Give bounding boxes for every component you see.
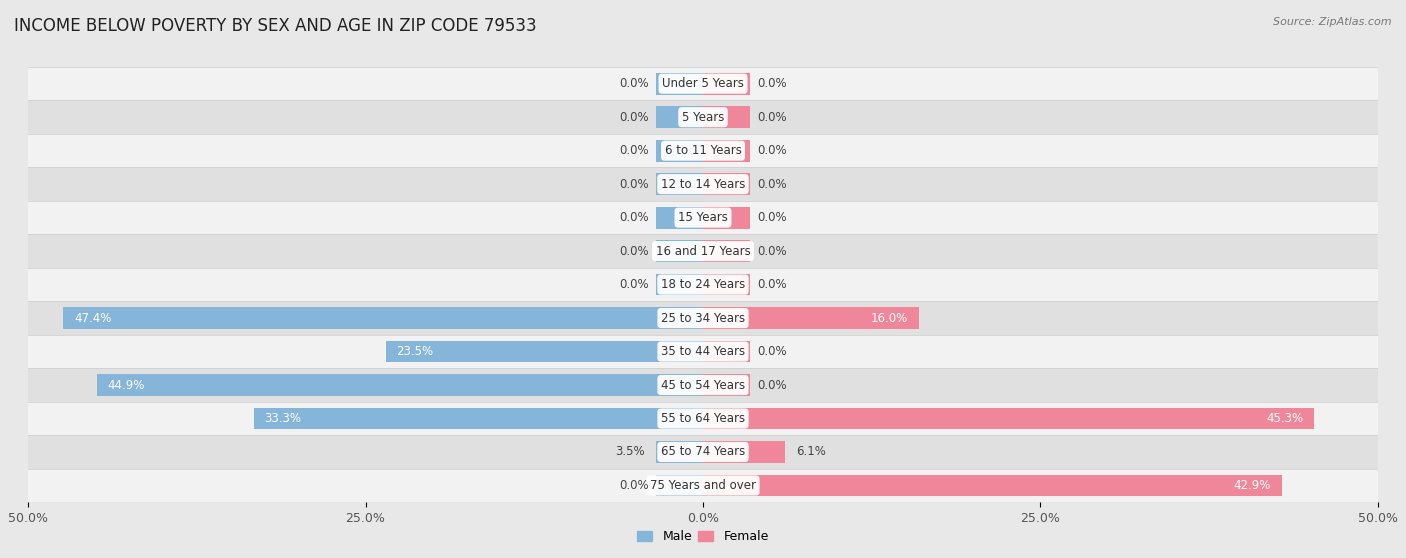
Text: 44.9%: 44.9% xyxy=(108,378,145,392)
Bar xyxy=(28,134,1378,167)
Text: 18 to 24 Years: 18 to 24 Years xyxy=(661,278,745,291)
Bar xyxy=(28,201,1378,234)
Bar xyxy=(703,407,1315,430)
Text: INCOME BELOW POVERTY BY SEX AND AGE IN ZIP CODE 79533: INCOME BELOW POVERTY BY SEX AND AGE IN Z… xyxy=(14,17,537,35)
Text: 0.0%: 0.0% xyxy=(620,144,650,157)
Bar xyxy=(385,340,703,363)
Text: 0.0%: 0.0% xyxy=(756,345,786,358)
Text: 16.0%: 16.0% xyxy=(870,311,908,325)
Text: 47.4%: 47.4% xyxy=(75,311,111,325)
Bar xyxy=(703,441,786,463)
Bar xyxy=(703,374,751,396)
Bar xyxy=(703,140,751,161)
Bar xyxy=(655,274,703,296)
Bar xyxy=(703,240,751,262)
Text: 0.0%: 0.0% xyxy=(756,211,786,224)
Text: 3.5%: 3.5% xyxy=(616,445,645,459)
Text: 0.0%: 0.0% xyxy=(756,177,786,191)
Text: 6 to 11 Years: 6 to 11 Years xyxy=(665,144,741,157)
Bar xyxy=(28,234,1378,268)
Text: 0.0%: 0.0% xyxy=(620,211,650,224)
Bar xyxy=(28,469,1378,502)
Text: Source: ZipAtlas.com: Source: ZipAtlas.com xyxy=(1274,17,1392,27)
Text: 35 to 44 Years: 35 to 44 Years xyxy=(661,345,745,358)
Bar xyxy=(703,307,920,329)
Bar xyxy=(28,435,1378,469)
Bar xyxy=(253,407,703,430)
Text: 0.0%: 0.0% xyxy=(756,278,786,291)
Bar xyxy=(703,274,751,296)
Bar xyxy=(655,206,703,229)
Bar xyxy=(655,441,703,463)
Text: Under 5 Years: Under 5 Years xyxy=(662,77,744,90)
Text: 25 to 34 Years: 25 to 34 Years xyxy=(661,311,745,325)
Text: 0.0%: 0.0% xyxy=(620,177,650,191)
Text: 33.3%: 33.3% xyxy=(264,412,301,425)
Bar xyxy=(28,368,1378,402)
Bar xyxy=(703,206,751,229)
Text: 0.0%: 0.0% xyxy=(620,278,650,291)
Bar xyxy=(703,474,1282,497)
Legend: Male, Female: Male, Female xyxy=(633,525,773,548)
Text: 6.1%: 6.1% xyxy=(796,445,825,459)
Text: 0.0%: 0.0% xyxy=(756,378,786,392)
Text: 55 to 64 Years: 55 to 64 Years xyxy=(661,412,745,425)
Bar xyxy=(703,340,751,363)
Text: 65 to 74 Years: 65 to 74 Years xyxy=(661,445,745,459)
Bar xyxy=(703,106,751,128)
Text: 0.0%: 0.0% xyxy=(756,144,786,157)
Bar xyxy=(97,374,703,396)
Bar xyxy=(655,474,703,497)
Text: 12 to 14 Years: 12 to 14 Years xyxy=(661,177,745,191)
Bar xyxy=(655,73,703,94)
Text: 0.0%: 0.0% xyxy=(620,110,650,124)
Bar xyxy=(28,335,1378,368)
Text: 16 and 17 Years: 16 and 17 Years xyxy=(655,244,751,258)
Bar xyxy=(28,67,1378,100)
Text: 45 to 54 Years: 45 to 54 Years xyxy=(661,378,745,392)
Bar xyxy=(28,402,1378,435)
Bar xyxy=(28,301,1378,335)
Bar xyxy=(655,173,703,195)
Bar xyxy=(655,240,703,262)
Bar xyxy=(655,140,703,161)
Bar xyxy=(703,173,751,195)
Text: 0.0%: 0.0% xyxy=(756,244,786,258)
Text: 75 Years and over: 75 Years and over xyxy=(650,479,756,492)
Text: 0.0%: 0.0% xyxy=(620,244,650,258)
Text: 15 Years: 15 Years xyxy=(678,211,728,224)
Text: 23.5%: 23.5% xyxy=(396,345,433,358)
Bar xyxy=(655,106,703,128)
Bar xyxy=(28,100,1378,134)
Bar xyxy=(63,307,703,329)
Text: 0.0%: 0.0% xyxy=(756,110,786,124)
Text: 45.3%: 45.3% xyxy=(1267,412,1303,425)
Bar xyxy=(28,167,1378,201)
Bar xyxy=(703,73,751,94)
Text: 42.9%: 42.9% xyxy=(1234,479,1271,492)
Text: 0.0%: 0.0% xyxy=(620,77,650,90)
Bar xyxy=(28,268,1378,301)
Text: 5 Years: 5 Years xyxy=(682,110,724,124)
Text: 0.0%: 0.0% xyxy=(620,479,650,492)
Text: 0.0%: 0.0% xyxy=(756,77,786,90)
